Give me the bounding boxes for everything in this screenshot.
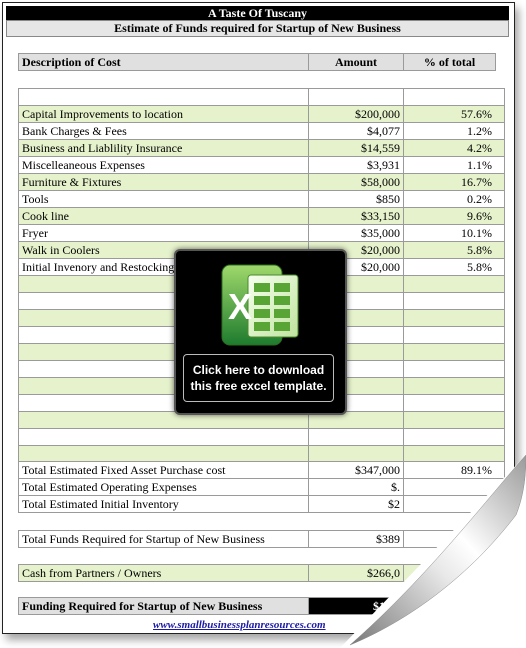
total-fixed-label: Total Estimated Fixed Asset Purchase cos… <box>18 461 309 479</box>
total-inventory-amount: $2 <box>308 495 404 513</box>
table-row: Total Estimated Operating Expenses $. <box>18 478 505 496</box>
row-percent: 0.2% <box>403 190 505 208</box>
column-header-amount: Amount <box>308 53 404 71</box>
totals-table: Total Estimated Fixed Asset Purchase cos… <box>18 461 505 513</box>
table-row: Furniture & Fixtures $58,000 16.7% <box>18 173 505 191</box>
download-template-promo[interactable]: X Click here to download this free excel… <box>174 249 347 415</box>
row-description: Miscelleaneous Expenses <box>18 156 309 174</box>
row-amount: $200,000 <box>308 105 404 123</box>
row-amount: $3,931 <box>308 156 404 174</box>
row-amount: $58,000 <box>308 173 404 191</box>
column-header-percent: % of total <box>403 53 496 71</box>
row-percent: 1.1% <box>403 156 505 174</box>
empty-cell <box>18 88 309 106</box>
total-funds-amount: $389 <box>308 530 404 548</box>
table-row: Funding Required for Startup of New Busi… <box>18 597 505 615</box>
row-percent: 9.6% <box>403 207 505 225</box>
row-description: Capital Improvements to location <box>18 105 309 123</box>
row-percent: 16.7% <box>403 173 505 191</box>
total-inventory-label: Total Estimated Initial Inventory <box>18 495 309 513</box>
row-amount: $35,000 <box>308 224 404 242</box>
empty-cell <box>403 377 505 395</box>
row-description: Furniture & Fixtures <box>18 173 309 191</box>
table-row: Cook line $33,150 9.6% <box>18 207 505 225</box>
cash-amount: $266,0 <box>308 564 404 582</box>
empty-cell <box>18 428 309 446</box>
row-amount: $4,077 <box>308 122 404 140</box>
row-percent: 10.1% <box>403 224 505 242</box>
total-funds-label: Total Funds Required for Startup of New … <box>18 530 309 548</box>
row-description: Business and Liablility Insurance <box>18 139 309 157</box>
table-row <box>18 377 505 395</box>
row-percent: 5.8% <box>403 258 505 276</box>
row-description: Tools <box>18 190 309 208</box>
empty-cell <box>308 411 404 429</box>
empty-cell <box>403 275 505 293</box>
row-amount: $33,150 <box>308 207 404 225</box>
table-row: Miscelleaneous Expenses $3,931 1.1% <box>18 156 505 174</box>
excel-icon: X <box>221 264 299 346</box>
table-row: Total Estimated Initial Inventory $2 <box>18 495 505 513</box>
empty-cell <box>403 428 505 446</box>
table-row: Business and Liablility Insurance $14,559… <box>18 139 505 157</box>
empty-cell <box>403 343 505 361</box>
row-percent: 57.6% <box>403 105 505 123</box>
empty-cell <box>308 88 404 106</box>
row-percent: 5.8% <box>403 241 505 259</box>
table-row <box>18 445 505 463</box>
empty-cell <box>403 292 505 310</box>
empty-cell <box>308 428 404 446</box>
table-header-row: Description of Cost Amount % of total <box>18 53 496 71</box>
empty-cell <box>403 309 505 327</box>
cash-label: Cash from Partners / Owners <box>18 564 309 582</box>
row-description: Cook line <box>18 207 309 225</box>
cost-table: Description of Cost Amount % of total <box>18 53 496 71</box>
row-amount: $850 <box>308 190 404 208</box>
table-row: Tools $850 0.2% <box>18 190 505 208</box>
row-description: Fryer <box>18 224 309 242</box>
row-percent: 1.2% <box>403 122 505 140</box>
empty-cell <box>18 445 309 463</box>
row-amount: $14,559 <box>308 139 404 157</box>
row-percent: 4.2% <box>403 139 505 157</box>
funds-total-table: Total Funds Required for Startup of New … <box>18 530 505 548</box>
table-row: Total Funds Required for Startup of New … <box>18 530 505 548</box>
download-text-box[interactable]: Click here to download this free excel t… <box>183 354 334 402</box>
column-header-description: Description of Cost <box>18 53 309 71</box>
row-description: Bank Charges & Fees <box>18 122 309 140</box>
page-subtitle: Estimate of Funds required for Startup o… <box>6 20 509 37</box>
empty-cell <box>403 394 505 412</box>
table-row: Fryer $35,000 10.1% <box>18 224 505 242</box>
promo-line-2: this free excel template. <box>190 379 327 393</box>
table-row: Bank Charges & Fees $4,077 1.2% <box>18 122 505 140</box>
page-curl-graphic <box>340 455 526 648</box>
empty-cell <box>403 445 505 463</box>
empty-cell <box>403 360 505 378</box>
table-row <box>18 88 505 106</box>
empty-cell <box>403 411 505 429</box>
empty-cell <box>403 88 505 106</box>
funding-table: Funding Required for Startup of New Busi… <box>18 597 505 615</box>
page-title: A Taste Of Tuscany <box>6 6 509 20</box>
funding-label: Funding Required for Startup of New Busi… <box>18 597 309 615</box>
promo-line-1: Click here to download <box>192 363 325 377</box>
svg-text:X: X <box>228 286 252 327</box>
total-operating-label: Total Estimated Operating Expenses <box>18 478 309 496</box>
empty-cell <box>403 326 505 344</box>
total-fixed-amount: $347,000 <box>308 461 404 479</box>
website-link[interactable]: www.smallbusinessplanresources.com <box>153 619 326 631</box>
table-row <box>18 428 505 446</box>
table-row: Capital Improvements to location $200,000… <box>18 105 505 123</box>
